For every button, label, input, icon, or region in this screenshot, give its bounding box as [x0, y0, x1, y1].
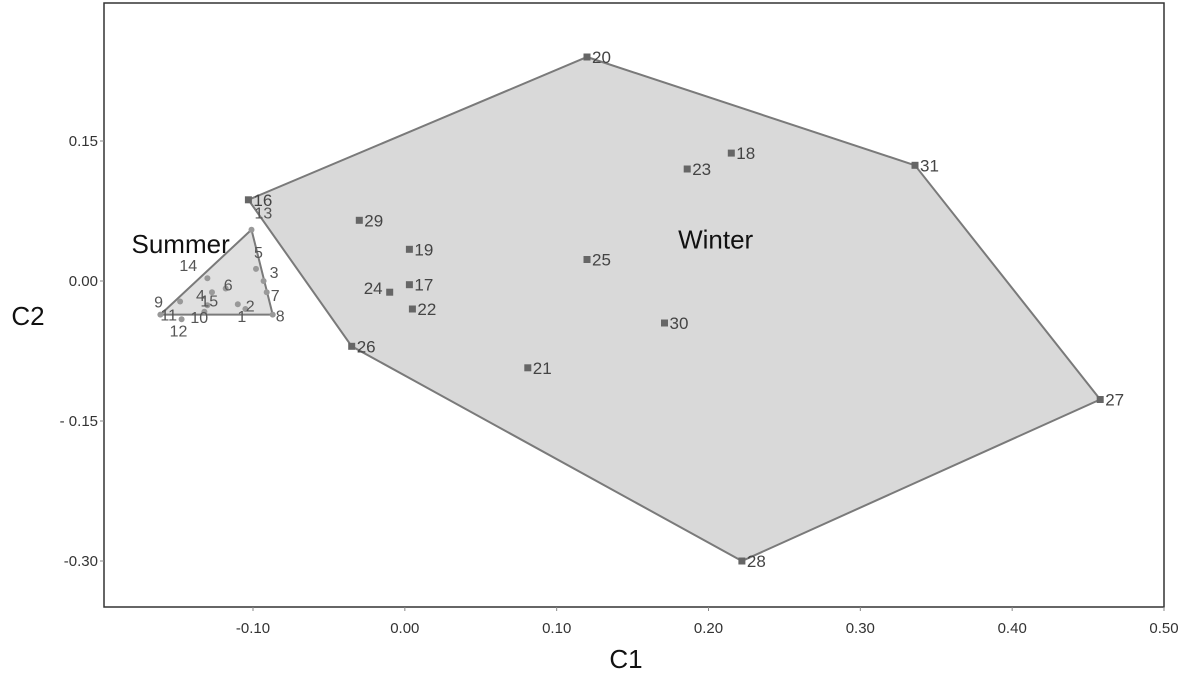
point-13-label: 13 — [255, 206, 273, 223]
group-labels: Summer Winter — [132, 224, 754, 259]
point-18-label: 18 — [736, 144, 755, 163]
point-7-label: 7 — [271, 288, 280, 305]
point-12-label: 12 — [170, 323, 188, 340]
point-29-marker — [355, 216, 363, 224]
point-8-marker — [269, 311, 276, 318]
point-30-marker — [661, 319, 668, 327]
point-2-label: 2 — [246, 298, 255, 315]
point-15-label: 15 — [200, 293, 218, 310]
point-28-label: 28 — [747, 552, 766, 571]
point-17-label: 17 — [414, 276, 433, 295]
y-tick-label: 0.15 — [69, 133, 98, 150]
point-16-label: 16 — [253, 191, 272, 210]
x-tick-label: 0.30 — [846, 620, 875, 637]
point-7-marker — [263, 289, 270, 296]
point-25-marker — [583, 256, 591, 263]
x-tick-label: -0.10 — [236, 620, 270, 637]
point-14-label: 14 — [179, 258, 197, 275]
point-1-marker — [242, 306, 249, 312]
point-11-marker — [157, 311, 164, 318]
point-6-marker — [222, 285, 229, 292]
point-27-marker — [1096, 396, 1104, 403]
point-26-label: 26 — [357, 337, 376, 356]
point-25-label: 25 — [592, 251, 611, 270]
point-5-marker — [253, 265, 259, 272]
point-10-label: 10 — [190, 310, 208, 327]
y-tick-label: - 0.15 — [60, 413, 98, 430]
point-9-marker — [177, 298, 184, 305]
point-22-label: 22 — [417, 300, 436, 319]
point-12-marker — [178, 316, 185, 323]
point-29-label: 29 — [364, 211, 383, 230]
point-14-marker — [204, 275, 211, 282]
point-27-label: 27 — [1105, 391, 1124, 410]
point-10-marker — [201, 308, 208, 315]
x-tick-label: 0.20 — [694, 620, 723, 637]
x-tick-label: 0.50 — [1149, 620, 1178, 637]
x-tick-label: 0.00 — [390, 620, 419, 637]
y-tick-label: 0.00 — [69, 273, 98, 290]
point-24-label: 24 — [364, 279, 383, 298]
point-8-label: 8 — [276, 309, 285, 326]
point-28-marker — [738, 557, 746, 565]
point-3-label: 3 — [270, 265, 279, 282]
point-23-marker — [683, 165, 691, 173]
point-17-marker — [405, 281, 413, 289]
point-4-label: 4 — [196, 288, 205, 305]
point-15-marker — [204, 302, 211, 309]
point-labels: 1234567891011121314151617181920212223242… — [154, 48, 1124, 571]
point-4-marker — [209, 289, 215, 296]
point-30-label: 30 — [670, 314, 689, 333]
y-axis-ticks: 0.15 0.00 - 0.15 -0.30 — [60, 133, 104, 570]
point-22-marker — [408, 305, 416, 313]
hull-summer — [157, 227, 274, 316]
point-19-label: 19 — [414, 240, 433, 259]
point-1-label: 1 — [237, 309, 246, 326]
y-tick-label: -0.30 — [64, 553, 98, 570]
point-6-label: 6 — [224, 278, 233, 295]
x-axis-title: C1 — [609, 644, 642, 674]
point-21-label: 21 — [533, 359, 552, 378]
x-axis-ticks: -0.10 0.00 0.10 0.20 0.30 0.40 0.50 — [236, 607, 1179, 637]
x-tick-label: 0.40 — [998, 620, 1027, 637]
point-11-label: 11 — [160, 308, 177, 325]
data-points — [157, 53, 1104, 565]
point-5-label: 5 — [254, 245, 263, 262]
point-20-label: 20 — [592, 48, 611, 67]
point-16-marker — [244, 196, 252, 204]
point-21-marker — [524, 364, 532, 372]
point-31-marker — [911, 161, 919, 169]
point-2-marker — [234, 301, 241, 308]
point-9-label: 9 — [154, 295, 163, 312]
point-31-label: 31 — [920, 156, 939, 175]
group-label-summer: Summer — [132, 229, 231, 259]
point-24-marker — [386, 288, 394, 296]
point-18-marker — [727, 149, 735, 157]
point-13-marker — [248, 226, 255, 233]
point-26-marker — [348, 342, 356, 350]
point-20-marker — [583, 53, 591, 61]
point-19-marker — [405, 245, 413, 253]
x-tick-label: 0.10 — [542, 620, 571, 637]
group-label-winter: Winter — [678, 224, 753, 254]
y-axis-title: C2 — [11, 301, 44, 331]
point-3-marker — [260, 278, 267, 284]
point-23-label: 23 — [692, 160, 711, 179]
